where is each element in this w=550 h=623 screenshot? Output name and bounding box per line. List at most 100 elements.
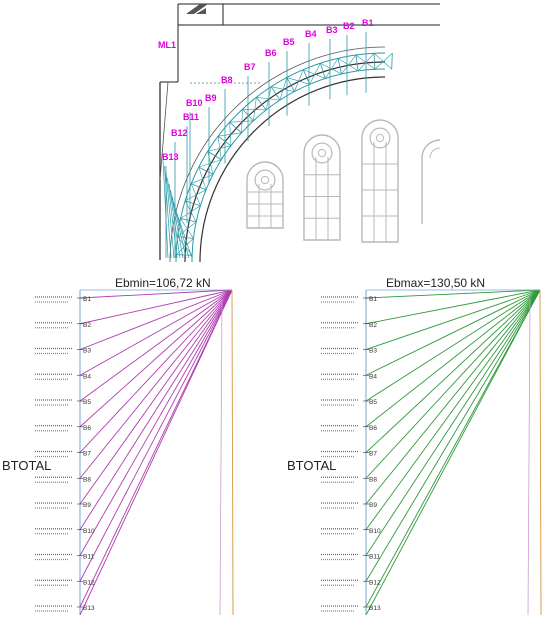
force-ray [365,289,541,616]
truss-diagonal [198,167,207,190]
truss-diagonal [180,205,201,219]
truss-post [185,200,201,206]
truss-diagonal [373,53,392,70]
truss-post [302,69,310,85]
truss-post [198,166,214,175]
panel-bar-label: B5 [83,399,91,406]
window-frame [361,119,399,243]
truss-post [355,54,359,71]
force-ray [79,289,233,608]
window-partial [429,147,441,159]
truss-post [207,150,222,161]
truss-diagonal [355,54,376,70]
main-line-label: ML1 [158,40,176,50]
truss-diagonal [337,58,359,72]
truss-diagonal [229,120,254,123]
force-ray [79,289,233,299]
truss-post [217,135,232,147]
truss-diagonal [279,77,288,101]
panel-bar-label: B12 [369,579,381,586]
resultant-line [219,299,223,616]
truss-diagonal [294,69,304,92]
force-ray [365,289,541,582]
panel-bar-label: B6 [83,425,91,432]
force-ray [365,289,541,608]
bar-label: B11 [183,112,199,122]
arch-curves [169,46,386,263]
panel-bar-label: B8 [369,476,377,483]
force-ray [79,289,233,453]
panel-bar-label: B12 [83,579,95,586]
panel-bar-label: B11 [369,554,380,561]
btotal-label-max: BTOTAL [287,458,337,473]
bar-label: B8 [221,75,233,85]
panel-bar-label: B7 [369,451,377,458]
panel-bar-label: B3 [369,348,377,355]
force-ray [79,289,233,505]
window-medium [303,134,341,241]
truss-post [320,63,326,79]
force-ray [365,289,541,350]
panel-bar-label: B1 [369,296,377,303]
force-polygon-min: B1 B2 B3 B4 B5 B6 B7 B8 B9 B10 B11 B12 B13 [35,289,234,616]
truss-diagonal [309,63,321,85]
truss-diagonal [229,122,232,146]
panel-bar-label: B10 [83,528,95,535]
truss-diagonal [256,97,280,101]
roof-hatch [196,8,206,14]
window-partial [421,139,441,224]
bar-label: B7 [244,62,256,72]
truss-diagonal [320,62,342,75]
force-ray [79,289,233,350]
total-force-line [539,289,542,616]
panel-title-max: Ebmax=130,50 kN [386,276,486,290]
truss-post [229,121,242,134]
total-force-line [231,289,234,616]
truss-post [391,53,393,70]
support-line [159,81,169,181]
truss-post [191,183,207,191]
building-outline [159,3,440,260]
truss-diagonal [180,218,194,239]
window-rosette [317,148,327,158]
force-ray [365,289,541,556]
hanger-lines [159,32,367,259]
panel-bar-label: B9 [369,502,377,509]
window-rosette [254,169,276,191]
support-line [168,183,181,259]
force-ray [365,289,541,531]
panel-bar-label: B13 [83,605,95,612]
panel-bar-label: B2 [369,322,377,329]
truss-diagonal [241,109,243,133]
window-frame [246,161,284,229]
support-line [171,195,187,259]
truss-diagonal [198,159,222,168]
bar-label: B10 [186,98,203,108]
bar-label: B12 [171,128,188,138]
support-line [174,207,193,259]
truss-post [176,254,193,256]
truss-post [180,218,197,223]
window-frame [303,134,341,241]
arch-line [199,76,386,263]
truss-diagonal [325,58,339,79]
roof-hatch [186,4,208,14]
force-ray [79,289,233,479]
resultant-line [527,299,531,616]
window-small [246,161,284,229]
panel-bar-label: B6 [369,425,377,432]
truss-diagonal [190,183,201,206]
force-ray [79,289,233,616]
truss-diagonal [253,97,257,121]
truss-diagonal [341,54,357,75]
truss-diagonal [286,77,310,85]
panel-bar-label: B3 [83,348,91,355]
truss-diagonal [218,132,242,137]
force-ray [365,289,541,428]
bar-label: B3 [326,25,338,35]
panel-bar-label: B4 [83,373,91,380]
window-rosette [260,175,270,185]
window-rosette [311,142,333,164]
bar-label: B6 [265,48,277,58]
